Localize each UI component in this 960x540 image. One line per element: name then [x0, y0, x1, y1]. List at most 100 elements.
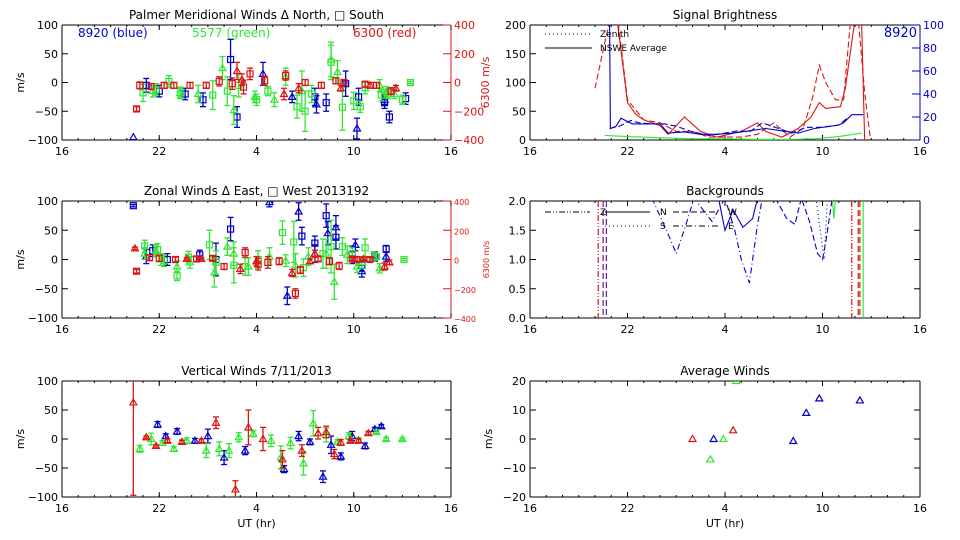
data-point-square — [291, 289, 299, 298]
x-tick-label: 22 — [152, 145, 166, 158]
data-point-square — [314, 255, 322, 263]
data-point-square — [372, 81, 381, 89]
data-point-square — [327, 58, 335, 66]
y-right-tick-label: −200 — [454, 286, 476, 295]
x-tick-label: 16 — [913, 502, 927, 515]
y-tick-label: 200 — [505, 19, 526, 32]
y-axis-label: m/s — [14, 72, 27, 92]
data-point-square — [226, 225, 235, 233]
y-tick-label: 0 — [519, 433, 526, 446]
data-point-triangle — [135, 444, 145, 452]
y-right-tick-label: 0 — [454, 77, 461, 90]
data-point-square — [145, 254, 154, 262]
data-point-triangle — [336, 451, 346, 460]
data-point-square — [322, 212, 330, 220]
data-point-square — [327, 243, 335, 251]
x-tick-label: 4 — [722, 502, 729, 515]
y-right-tick-label: 40 — [923, 88, 937, 101]
data-point-triangle — [277, 454, 287, 463]
y-right-tick-label: 60 — [923, 65, 937, 78]
data-point-square — [139, 89, 147, 97]
data-point-triangle — [326, 440, 336, 448]
data-point-square — [132, 267, 141, 275]
legend-label: E — [728, 222, 734, 232]
y-tick-label: −50 — [35, 283, 58, 296]
y-tick-label: 2.0 — [509, 195, 527, 208]
data-point-square — [186, 81, 194, 89]
data-point-triangle — [229, 105, 239, 114]
data-point-triangle — [196, 436, 206, 444]
data-point-triangle — [128, 397, 138, 406]
data-point-triangle — [281, 255, 291, 264]
y-right-tick-label: 0 — [923, 134, 930, 147]
y-tick-label: 50 — [44, 48, 58, 61]
x-tick-label: 4 — [253, 323, 260, 336]
data-point-triangle — [172, 261, 182, 270]
data-point-square — [165, 77, 173, 85]
data-point-square — [226, 55, 235, 64]
y-right-tick-label: −400 — [454, 315, 476, 324]
legend-label: N — [660, 208, 667, 218]
data-point-triangle — [294, 206, 304, 215]
x-tick-label: 10 — [347, 323, 361, 336]
chart-title: Backgrounds — [686, 184, 764, 198]
data-point-square — [261, 77, 269, 85]
data-point-triangle — [243, 422, 253, 431]
data-point-square — [202, 81, 210, 89]
y-tick-label: 50 — [44, 224, 58, 237]
data-point-triangle — [381, 251, 391, 260]
x-tick-label: 22 — [621, 145, 635, 158]
chart-title: Vertical Winds 7/11/2013 — [181, 364, 332, 378]
data-point-square — [209, 254, 217, 262]
data-point-square — [338, 243, 347, 251]
series-line — [831, 201, 836, 219]
data-point-triangle — [248, 429, 258, 437]
data-point-square — [160, 81, 168, 89]
series-line — [652, 201, 763, 284]
data-point-triangle — [190, 436, 200, 444]
data-point-triangle — [266, 436, 276, 444]
y-tick-label: 1.0 — [509, 254, 527, 267]
x-tick-label: 10 — [816, 323, 830, 336]
data-point-triangle — [294, 431, 304, 440]
data-point-square — [322, 99, 330, 107]
data-point-square — [209, 91, 217, 99]
plot-area — [597, 201, 864, 318]
x-tick-label: 10 — [347, 145, 361, 158]
data-point-triangle — [384, 257, 394, 266]
x-tick-label: 16 — [523, 145, 537, 158]
data-point-triangle — [718, 434, 728, 443]
data-point-triangle — [709, 434, 719, 443]
series-line — [609, 25, 866, 140]
y-tick-label: 50 — [512, 105, 526, 118]
data-point-triangle — [705, 454, 715, 463]
data-point-triangle — [389, 89, 399, 98]
legend-label: Zenith — [600, 30, 629, 40]
chart-title: Zonal Winds Δ East, □ West 2013192 — [144, 184, 369, 198]
data-point-square — [181, 90, 189, 98]
data-point-square — [350, 97, 358, 105]
data-point-square — [215, 77, 223, 85]
data-point-triangle — [234, 432, 244, 441]
data-point-square — [176, 89, 184, 97]
data-point-triangle — [240, 445, 250, 454]
chart-title: Average Winds — [680, 364, 770, 378]
data-point-triangle — [788, 436, 798, 445]
data-point-triangle — [329, 277, 339, 285]
data-point-triangle — [169, 444, 179, 452]
annotation-blue: 8920 (blue) — [78, 26, 148, 40]
y-tick-label: 0 — [519, 134, 526, 147]
data-point-triangle — [376, 421, 386, 430]
data-point-triangle — [728, 425, 738, 434]
data-point-triangle — [358, 254, 369, 263]
y-tick-label: −50 — [35, 105, 58, 118]
data-point-triangle — [305, 437, 315, 445]
data-point-triangle — [290, 260, 300, 269]
annotation-green: 5577 (green) — [192, 26, 270, 40]
plot-area — [129, 201, 408, 306]
series-line — [718, 201, 758, 233]
data-point-square — [382, 245, 390, 253]
data-point-square — [192, 255, 201, 263]
data-point-triangle — [269, 95, 279, 103]
data-point-triangle — [336, 83, 346, 92]
